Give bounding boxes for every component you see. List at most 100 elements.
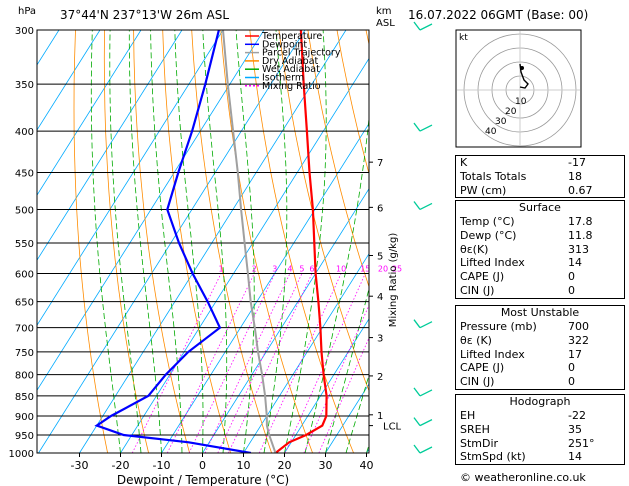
pressure-tick-label: 350 [15,80,34,91]
wind-barb [419,321,433,329]
unstable-label: θε (K) [460,333,492,347]
wet-adiabat-line [90,30,121,453]
wet-adiabat-line [128,30,162,453]
mixing-ratio-label: 1 [219,265,224,274]
legend-label: Mixing Ratio [262,81,321,92]
mixing-ratio-label: 25 [392,265,402,274]
km-tick-label: 2 [377,372,383,383]
surface-label: Temp (°C) [460,215,515,228]
km-tick-label: 6 [377,203,383,214]
mixing-ratio-line [228,273,313,453]
index-value: 0.67 [568,183,593,197]
pressure-tick-label: 950 [15,431,34,442]
surface-value: 11.8 [568,228,593,242]
indices-box: K -17 Totals Totals 18 PW (cm) 0.67 [455,155,625,199]
unstable-value: 322 [568,333,589,347]
wet-adiabat-line [263,30,288,453]
wet-adiabat-line [202,30,228,453]
hodograph-ring-label: 10 [515,97,527,107]
mixing-ratio-line [258,273,342,453]
profile-dewpoint [94,30,252,453]
hodograph-ring-label: 20 [505,107,517,117]
hodo-label: StmSpd (kt) [460,450,526,464]
indices-list: K -17 Totals Totals 18 PW (cm) 0.67 [456,156,624,197]
surface-value: 0 [568,283,575,297]
temp-tick-label: -20 [112,459,130,472]
dry-adiabat-line [220,30,313,453]
wet-adiabat-line [345,373,369,453]
footer-credit: © weatheronline.co.uk [460,471,586,484]
hodograph-unit-label: kt [459,33,468,43]
wind-barb [419,446,433,454]
km-tick-label: 5 [377,252,383,263]
pressure-tick-label: 850 [15,392,34,403]
legend-label: Wet Adiabat [262,64,320,75]
km-tick-label: 3 [377,334,383,345]
legend-label: Dry Adiabat [262,56,319,67]
surface-title: Surface [519,201,561,214]
hodograph-trace [519,63,529,89]
unstable-value: 17 [568,347,582,361]
isotherm-line [202,187,369,453]
mixing-ratio-line [166,273,255,453]
surface-row: CAPE (J) 0 [456,270,624,284]
isotherm-line [37,30,101,131]
mixing-ratio-label: 15 [360,265,370,274]
unstable-label: Lifted Index [460,347,525,361]
wet-adiabat-line [235,30,255,453]
hodo-value: 35 [568,422,582,436]
index-row: Totals Totals 18 [456,170,624,184]
surface-label: CIN (J) [460,283,495,297]
hodo-label: EH [460,409,476,422]
mixing-ratio-line [303,304,369,453]
temp-tick-label: -10 [153,459,171,472]
pressure-tick-label: 800 [15,371,34,382]
index-value: 18 [568,169,582,183]
wet-adiabat-line [109,30,142,453]
temp-tick-label: 20 [278,459,292,472]
mixing-ratio-label: 4 [287,265,292,274]
unstable-label: Pressure (mb) [460,320,537,333]
wind-barb [419,389,433,397]
mixing-ratio-line [188,273,276,453]
temp-tick-label: 40 [360,459,374,472]
asl-unit-label: ASL [376,18,395,29]
x-axis-label: Dewpoint / Temperature (°C) [117,473,289,486]
hodo-value: 14 [568,450,582,464]
legend-label: Parcel Trajectory [262,48,341,59]
isotherm-line [79,30,347,453]
profile-parcel-trajectory [222,30,277,453]
mixing-ratio-label: 6 [309,265,314,274]
hodo-row: StmSpd (kt) 14 [456,450,624,464]
unstable-label: CIN (J) [460,375,495,389]
wet-adiabat-line [325,286,369,453]
mixing-ratio-line [284,273,366,453]
unstable-row: Lifted Index 17 [456,348,624,362]
wind-barb [419,202,433,211]
surface-label: θε(K) [460,242,489,256]
isotherm-line [284,318,369,453]
wind-barb [419,23,433,31]
wind-barb [419,124,433,132]
index-row: PW (cm) 0.67 [456,184,624,198]
hodograph-ring-label: 40 [485,127,497,137]
km-tick-label: 4 [377,292,383,303]
wet-adiabat-line [150,30,183,453]
surface-row: Lifted Index 14 [456,256,624,270]
hodo-box: Hodograph EH -22 SREH 35 StmDir 251° StmSpd (k… [455,394,625,466]
wind-barb-flag [413,21,421,31]
hodograph-frame [455,29,582,148]
pressure-tick-label: 750 [15,348,34,359]
hodograph-ring-label: 30 [495,117,507,127]
pressure-tick-label: 650 [15,298,34,309]
mixing-ratio-label: 20 [378,265,388,274]
isotherm-line [37,30,183,261]
km-tick-label: 7 [377,158,383,169]
mixing-ratio-line [204,273,291,453]
datetime-title: 16.07.2022 06GMT (Base: 00) [408,8,588,22]
hodograph-point [520,66,524,70]
pressure-tick-label: 450 [15,168,34,179]
pressure-tick-label: 900 [15,412,34,423]
